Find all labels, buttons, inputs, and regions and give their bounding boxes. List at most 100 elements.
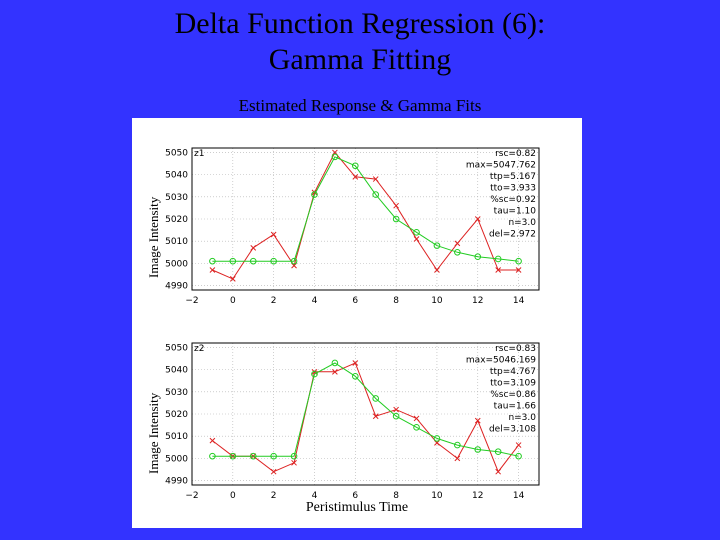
slide-title: Delta Function Regression (6): Gamma Fit…	[0, 6, 720, 78]
y-tick-label: 5040	[165, 171, 188, 181]
y-tick-label: 5050	[165, 148, 188, 158]
x-tick-label: −2	[185, 491, 198, 501]
x-tick-label: 10	[431, 296, 443, 306]
fit-annotation: ttp=4.767	[490, 367, 536, 377]
y-tick-label: 5000	[165, 454, 188, 464]
y-tick-label: 4990	[165, 282, 188, 292]
gamma-fit-point	[290, 257, 298, 265]
plot-frame	[191, 342, 540, 486]
x-tick-label: 6	[352, 491, 358, 501]
gamma-fit-point	[270, 257, 277, 265]
fit-annotation: n=3.0	[508, 413, 536, 423]
y-tick-label: 5030	[165, 388, 188, 398]
gamma-fit-point	[331, 359, 339, 367]
chart-svg: −2 0 2 4 6 8 10 12 14 4990 5000 5010 5020 5030 5040 505…	[165, 147, 540, 501]
y-tick-label: 5040	[165, 366, 188, 376]
gamma-fit-point	[249, 257, 257, 265]
estimated-point	[270, 468, 277, 475]
fit-annotation: tau=1.10	[494, 207, 537, 217]
estimated-point	[352, 360, 359, 366]
estimated-point	[393, 202, 399, 209]
fit-annotation: del=3.108	[489, 425, 536, 435]
gamma-fit-point	[331, 153, 339, 161]
gamma-fit-point	[392, 412, 400, 420]
gamma-fit-point	[229, 257, 237, 265]
gamma-fit-point	[372, 395, 380, 402]
gamma-fit-point	[209, 257, 216, 265]
y-tick-label: 5010	[165, 432, 188, 442]
fit-annotation: n=3.0	[508, 218, 536, 228]
estimated-point	[454, 240, 461, 247]
y-axis-label-top: Image Intensity	[146, 196, 161, 278]
gamma-fit-point	[454, 248, 461, 256]
x-tick-label: 4	[312, 296, 318, 306]
fit-annotation: rsc=0.83	[495, 344, 536, 354]
estimated-point	[413, 415, 420, 422]
gamma-fit-point	[229, 452, 237, 460]
estimated-point	[474, 216, 481, 222]
estimated-point	[495, 267, 502, 273]
estimated-response-line	[212, 362, 519, 473]
x-tick-label: 2	[271, 491, 277, 501]
estimated-point	[474, 417, 481, 424]
gamma-fit-point	[433, 242, 441, 249]
x-tick-label: 8	[393, 491, 399, 501]
gamma-fit-point	[209, 452, 216, 460]
fit-annotation: max=5047.762	[466, 161, 536, 171]
x-tick-label: 14	[513, 296, 525, 306]
x-axis-label: Peristimulus Time	[305, 500, 409, 515]
fit-annotation: tau=1.66	[494, 402, 537, 412]
chart-figure: −2 0 2 4 6 8 10 12 14 4990 5000 5010 5020 5030 5040 505…	[132, 118, 582, 528]
y-tick-label: 5020	[165, 410, 188, 420]
x-tick-label: 10	[431, 491, 443, 501]
fit-annotation: ttp=5.167	[490, 172, 536, 182]
estimated-point	[372, 176, 379, 182]
chart-subtitle: Estimated Response & Gamma Fits	[238, 96, 482, 115]
y-tick-label: 5010	[165, 237, 188, 247]
fit-annotation: rsc=0.82	[495, 149, 536, 159]
y-tick-label: 4990	[165, 477, 188, 487]
y-axis-label-bottom: Image Intensity	[146, 392, 161, 474]
x-tick-label: 0	[230, 491, 236, 501]
panel-label: z2	[194, 344, 204, 354]
estimated-point	[515, 442, 522, 448]
gamma-fit-point	[515, 257, 522, 265]
fit-annotation: %sc=0.86	[490, 390, 536, 400]
estimated-point	[372, 413, 379, 420]
x-tick-label: 6	[352, 296, 358, 306]
gamma-fit-point	[413, 229, 420, 236]
gamma-fit-point	[413, 424, 420, 431]
slide-title-line1: Delta Function Regression (6):	[174, 7, 546, 40]
x-tick-label: −2	[185, 296, 198, 306]
gamma-fit-point	[290, 452, 298, 460]
estimated-point	[291, 459, 297, 466]
estimated-point	[495, 468, 502, 475]
x-tick-label: 12	[472, 491, 483, 501]
estimated-point	[413, 236, 420, 242]
y-tick-label: 5020	[165, 215, 188, 225]
estimated-point	[454, 455, 461, 462]
fit-annotation: tto=3.933	[490, 184, 536, 194]
estimated-point	[270, 231, 277, 238]
gamma-fit-point	[433, 435, 441, 442]
gamma-fit-point	[270, 452, 277, 460]
x-tick-label: 14	[513, 491, 525, 501]
x-tick-label: 2	[271, 296, 277, 306]
gamma-fit-point	[454, 441, 461, 449]
estimated-point	[209, 437, 216, 444]
gamma-fit-point	[351, 162, 359, 170]
estimated-point	[393, 406, 399, 413]
gamma-fit-line	[212, 362, 519, 457]
gamma-fit-point	[372, 191, 380, 198]
fit-annotation: del=2.972	[489, 230, 536, 240]
gamma-fit-point	[494, 448, 502, 456]
gamma-fit-point	[351, 372, 359, 380]
plot-frame	[191, 147, 540, 291]
estimated-point	[515, 267, 522, 273]
estimated-point	[250, 244, 257, 251]
estimated-point	[332, 368, 338, 375]
gamma-fit-line	[212, 156, 519, 262]
gamma-fit-point	[392, 215, 400, 223]
gamma-fit-point	[474, 446, 482, 453]
gamma-fit-point	[515, 452, 522, 460]
